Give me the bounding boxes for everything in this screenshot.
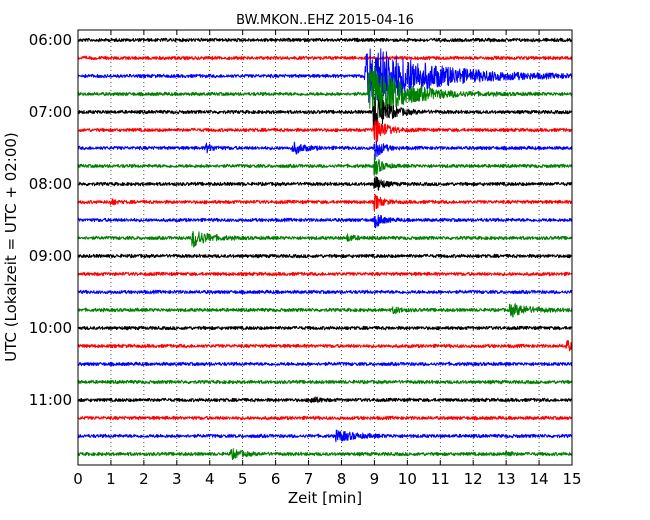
plot-frame — [77, 29, 573, 466]
y-tick-label: 08:00 — [29, 175, 72, 193]
seismic-trace — [77, 289, 573, 295]
seismic-trace — [77, 37, 573, 43]
seismic-trace — [77, 154, 573, 176]
seismic-trace — [77, 67, 573, 121]
chart-title: BW.MKON..EHZ 2015-04-16 — [236, 13, 414, 28]
seismic-trace — [77, 271, 573, 277]
seismic-trace — [77, 176, 573, 191]
x-tick-label: 12 — [464, 470, 483, 488]
x-tick-label: 11 — [431, 470, 450, 488]
x-tick-label: 13 — [497, 470, 516, 488]
x-tick-label: 10 — [398, 470, 417, 488]
x-tick-label: 6 — [271, 470, 281, 488]
seismic-trace — [77, 325, 573, 331]
seismic-trace — [77, 339, 573, 352]
x-tick-label: 0 — [73, 470, 83, 488]
seismic-trace — [77, 379, 573, 385]
seismic-trace — [77, 429, 573, 443]
seismic-trace — [77, 396, 573, 404]
y-axis: 06:00 07:00 08:00 09:00 10:00 11:00 — [29, 31, 572, 409]
seismic-trace — [77, 230, 573, 248]
x-tick-label: 8 — [337, 470, 347, 488]
y-tick-label: 07:00 — [29, 103, 72, 121]
x-tick-label: 5 — [238, 470, 248, 488]
y-tick-label: 06:00 — [29, 31, 72, 49]
seismic-trace — [77, 415, 573, 421]
x-tick-label: 9 — [370, 470, 380, 488]
y-tick-label: 09:00 — [29, 247, 72, 265]
x-tick-label: 15 — [562, 470, 581, 488]
x-axis-label: Zeit [min] — [288, 489, 362, 507]
x-tick-label: 3 — [172, 470, 182, 488]
y-tick-label: 11:00 — [29, 391, 72, 409]
seismic-trace — [77, 55, 573, 61]
seismic-trace — [77, 361, 573, 367]
seismic-trace — [77, 119, 573, 144]
seismic-trace — [77, 303, 573, 318]
seismic-trace — [77, 48, 573, 103]
y-tick-label: 10:00 — [29, 319, 72, 337]
traces — [77, 37, 573, 461]
seismic-trace — [77, 140, 573, 161]
grid — [110, 30, 540, 465]
x-tick-label: 2 — [139, 470, 149, 488]
seismic-trace — [77, 194, 573, 212]
x-tick-label: 14 — [530, 470, 549, 488]
y-axis-label: UTC (Lokalzeit = UTC + 02:00) — [2, 132, 20, 362]
seismic-trace — [77, 96, 573, 133]
x-tick-label: 1 — [106, 470, 116, 488]
x-tick-label: 7 — [304, 470, 314, 488]
seismic-trace — [77, 214, 573, 229]
seismic-trace — [77, 253, 573, 259]
x-tick-label: 4 — [205, 470, 215, 488]
seismic-trace — [77, 448, 573, 461]
x-axis: 0 1 2 3 4 5 6 7 8 9 10 11 12 13 14 15 — [73, 30, 582, 488]
